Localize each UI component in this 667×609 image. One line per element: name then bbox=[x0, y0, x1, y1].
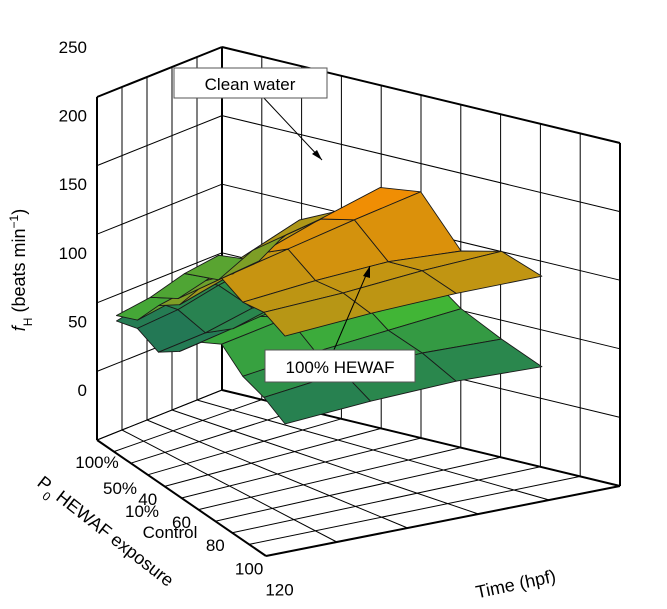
floor-gridline bbox=[171, 409, 479, 515]
z-tick-label: 100 bbox=[59, 244, 87, 263]
floor-gridline bbox=[147, 418, 342, 476]
clean-water-label: Clean water bbox=[205, 75, 296, 94]
chart-surfaces bbox=[115, 187, 543, 425]
z-tick-label: 0 bbox=[78, 381, 87, 400]
exposure-tick-label: 100% bbox=[75, 453, 118, 472]
left-wall-gridline bbox=[96, 183, 223, 235]
floor-gridline bbox=[198, 447, 461, 511]
z-tick-label: 200 bbox=[59, 107, 87, 126]
floor-gridline bbox=[146, 419, 408, 529]
hewaf-label-box bbox=[264, 349, 416, 383]
exposure-tick-label: 10% bbox=[125, 502, 159, 521]
z-tick-label: 50 bbox=[68, 312, 87, 331]
floor-gridline bbox=[232, 466, 541, 534]
floor-gridline bbox=[130, 408, 302, 464]
surface-patch bbox=[421, 250, 543, 294]
floor-gridline bbox=[96, 389, 223, 441]
floor-gridline bbox=[121, 429, 338, 543]
time-tick-label: 40 bbox=[138, 490, 157, 509]
time-tick-label: 60 bbox=[172, 513, 191, 532]
clean-water-callout: Clean water bbox=[173, 67, 328, 161]
z-axis-title-close: ) bbox=[9, 209, 29, 215]
left-wall-gridline bbox=[96, 252, 223, 304]
chart-ticks: 050100150200250406080100120100%50%10%Con… bbox=[59, 38, 294, 599]
time-tick-label: 80 bbox=[206, 536, 225, 555]
time-axis-title: Time (hpf) bbox=[474, 566, 558, 602]
clean-water-label-box bbox=[173, 67, 328, 99]
floor-gridline bbox=[248, 475, 581, 545]
floor-gridline bbox=[164, 427, 382, 487]
hewaf-label: 100% HEWAF bbox=[286, 358, 395, 377]
exposure-tick-label: Control bbox=[143, 523, 198, 542]
floor-gridline bbox=[113, 399, 262, 453]
z-axis-title-sub: H bbox=[21, 318, 35, 327]
floor-gridline bbox=[181, 437, 422, 499]
surface-patch bbox=[421, 338, 543, 382]
floor-gridline bbox=[265, 485, 621, 557]
time-tick-label: 120 bbox=[265, 580, 293, 599]
z-axis-title-sup: −1 bbox=[7, 214, 21, 228]
exposure-tick-label: 50% bbox=[103, 479, 137, 498]
floor-gridline bbox=[215, 456, 501, 522]
back-wall-gridline bbox=[221, 115, 621, 213]
hewaf-callout: 100% HEWAF bbox=[264, 265, 416, 383]
floor-gridline bbox=[96, 439, 267, 557]
z-axis-title-rest: (beats min bbox=[9, 228, 29, 317]
z-tick-label: 150 bbox=[59, 175, 87, 194]
z-axis-title-main: f bbox=[9, 324, 29, 331]
time-tick-label: 100 bbox=[235, 559, 263, 578]
surface-clean-water bbox=[115, 187, 543, 337]
back-wall-gridline bbox=[221, 46, 621, 144]
z-axis-title: fH (beats min−1) bbox=[7, 209, 35, 331]
left-wall-gridline bbox=[96, 115, 223, 167]
floor-gridline bbox=[196, 399, 550, 501]
left-wall-gridline bbox=[96, 46, 223, 98]
z-tick-label: 250 bbox=[59, 38, 87, 57]
